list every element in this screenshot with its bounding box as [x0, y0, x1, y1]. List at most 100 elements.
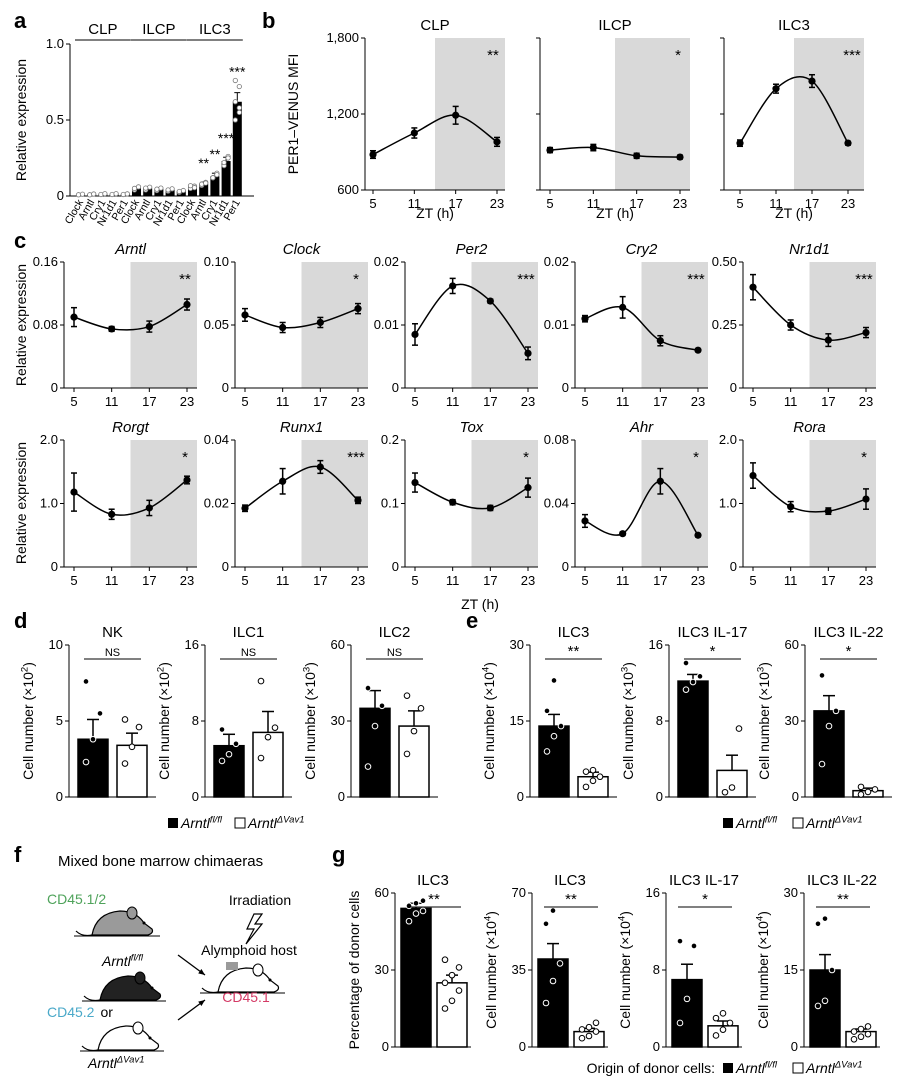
- data-point: [70, 313, 78, 321]
- night-shading: [471, 440, 538, 567]
- bar: [188, 186, 197, 196]
- mouse-tail: [75, 930, 93, 937]
- data-point: [694, 346, 702, 354]
- significance-label: NS: [241, 647, 256, 659]
- mouse-icon: [83, 971, 162, 1002]
- data-point: [449, 498, 457, 506]
- data-point: [864, 1030, 872, 1038]
- y-axis-label: Cell number (×104): [755, 911, 771, 1029]
- legend-label-fl-base: Arntl: [180, 815, 211, 831]
- data-point: [542, 920, 550, 928]
- legend-label-fl-sup: fl/fl: [765, 1060, 778, 1071]
- chart-title: NK: [102, 624, 123, 641]
- chart-title: ILC3: [417, 872, 449, 889]
- data-point: [241, 504, 249, 512]
- data-point: [449, 282, 457, 290]
- significance-label: ***: [347, 449, 365, 466]
- y-axis-label: Cell number (×103): [620, 662, 636, 780]
- data-point: [581, 517, 589, 525]
- data-point: [824, 336, 832, 344]
- group-label: CLP: [88, 21, 117, 38]
- data-point: [550, 732, 558, 740]
- arrow-head: [198, 1000, 205, 1007]
- data-point: [808, 77, 816, 85]
- x-tick-label: 11: [105, 394, 119, 409]
- bar-fl: [671, 978, 703, 1048]
- data-point: [113, 191, 119, 197]
- series-line: [414, 481, 529, 510]
- data-point: [279, 477, 287, 485]
- y-tick-label: 8: [653, 962, 660, 977]
- data-point: [864, 1023, 872, 1030]
- legend-swatch-fl: [723, 1063, 733, 1073]
- data-point: [183, 476, 191, 484]
- x-axis-label: ZT (h): [775, 205, 813, 221]
- y-tick-label: 8: [656, 713, 663, 728]
- data-point: [279, 323, 287, 332]
- bar-fl: [400, 907, 432, 1048]
- y-tick-label: 0: [392, 380, 399, 395]
- data-point: [821, 915, 829, 922]
- y-tick-label: 600: [337, 182, 359, 197]
- y-axis-label-base: Cell number (×10: [481, 672, 497, 780]
- group-label: ILCP: [142, 21, 175, 38]
- series-line: [752, 474, 867, 513]
- data-point: [633, 152, 641, 160]
- data-point: [448, 971, 456, 979]
- data-point: [403, 692, 411, 699]
- legend-swatch-fl: [168, 818, 178, 828]
- x-tick-label: 5: [546, 196, 553, 211]
- y-tick-label: 8: [192, 713, 199, 728]
- data-point: [135, 723, 143, 731]
- data-point: [145, 504, 153, 512]
- data-point: [417, 705, 425, 712]
- x-tick-label: 11: [276, 573, 290, 588]
- data-point: [143, 185, 149, 191]
- x-tick-label: 23: [351, 394, 365, 409]
- data-point: [412, 899, 420, 907]
- data-point: [676, 1019, 684, 1027]
- mouse-icon: [201, 963, 280, 994]
- data-point: [556, 960, 564, 967]
- data-point: [582, 768, 590, 775]
- series-line: [73, 479, 188, 516]
- y-axis-label: Relative expression: [13, 442, 29, 564]
- chart-title: Ahr: [629, 419, 654, 436]
- x-tick-label: 11: [616, 573, 630, 588]
- bar-fl: [77, 738, 109, 798]
- chart-title: CLP: [420, 17, 449, 34]
- bar: [210, 176, 220, 196]
- y-tick-label: 0: [57, 188, 64, 203]
- x-tick-label: 5: [241, 573, 248, 588]
- data-point: [557, 722, 565, 730]
- significance-label: **: [568, 643, 580, 660]
- chart-title: Runx1: [280, 419, 323, 436]
- series-line: [414, 283, 529, 354]
- x-tick-label: 17: [653, 394, 667, 409]
- bar-dv: [398, 725, 430, 798]
- data-point: [546, 146, 554, 154]
- data-point: [121, 716, 129, 723]
- data-point: [596, 773, 604, 781]
- mouse-eye: [150, 986, 154, 990]
- y-axis-label-after: ): [20, 662, 36, 667]
- x-tick-label: 17: [448, 196, 462, 211]
- label-or: or: [100, 1004, 113, 1020]
- data-point: [131, 185, 138, 191]
- significance-label: *: [846, 643, 852, 660]
- significance-label: *: [182, 449, 188, 466]
- data-point: [814, 1002, 822, 1010]
- data-point: [818, 760, 826, 768]
- data-point: [405, 902, 413, 910]
- significance-label: ***: [517, 271, 535, 288]
- series-line: [584, 480, 699, 536]
- x-tick-label: 11: [276, 394, 290, 409]
- night-shading: [641, 440, 708, 567]
- chart-title: Per2: [456, 241, 488, 258]
- y-tick-label: 0.2: [381, 432, 399, 447]
- significance-label: *: [675, 47, 681, 64]
- chart-title: ILC3 IL-17: [677, 624, 747, 641]
- data-point: [369, 150, 377, 159]
